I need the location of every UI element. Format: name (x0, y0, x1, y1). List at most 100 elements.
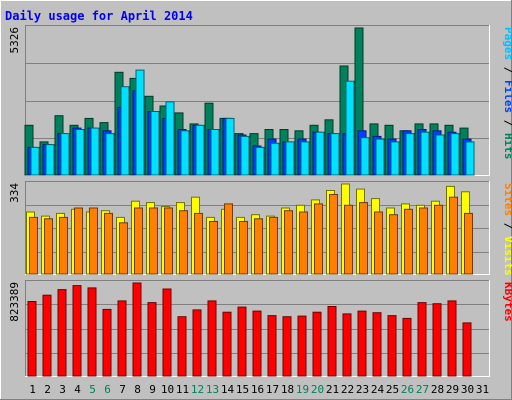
x-label-day-14: 14 (221, 383, 235, 396)
bar-kbytes-day-13 (207, 300, 217, 377)
x-label-day-7: 7 (119, 383, 126, 396)
side-legend-segment: Files (502, 80, 512, 113)
bar-sites-day-10 (164, 207, 173, 275)
side-legend-segment: Hits (502, 133, 512, 160)
side-legend-bottom: KBytes (502, 282, 512, 322)
bar-pages-day-29 (450, 133, 460, 176)
bar-pages-day-11 (180, 130, 190, 176)
x-label-day-22: 22 (341, 383, 354, 396)
x-label-day-26: 26 (401, 383, 414, 396)
bar-sites-day-16 (254, 218, 263, 275)
bar-kbytes-day-4 (72, 285, 82, 377)
bar-sites-day-27 (419, 207, 428, 275)
bar-kbytes-day-20 (312, 311, 322, 377)
bar-pages-day-18 (285, 141, 295, 176)
bar-kbytes-day-24 (372, 312, 382, 377)
bar-sites-day-19 (299, 211, 308, 275)
bar-sites-day-8 (134, 207, 143, 275)
bar-kbytes-day-29 (447, 300, 457, 377)
bar-sites-day-9 (149, 207, 158, 275)
bar-kbytes-day-8 (132, 282, 142, 377)
x-label-day-12: 12 (191, 383, 204, 396)
x-label-day-15: 15 (236, 383, 249, 396)
bar-kbytes-day-25 (387, 315, 397, 377)
bar-kbytes-day-5 (87, 287, 97, 377)
bar-pages-day-2 (45, 144, 55, 176)
bar-pages-day-22 (345, 80, 355, 176)
x-label-day-18: 18 (281, 383, 294, 396)
bar-kbytes-day-11 (177, 316, 187, 377)
x-label-day-9: 9 (149, 383, 156, 396)
x-label-day-19: 19 (296, 383, 309, 396)
bar-kbytes-day-18 (282, 316, 292, 377)
x-label-day-21: 21 (326, 383, 339, 396)
y-max-label: 823389 (8, 282, 21, 322)
side-legend-segment: Pages (502, 27, 512, 60)
bar-pages-day-19 (300, 141, 310, 176)
bar-pages-day-12 (195, 124, 205, 176)
chart-title: Daily usage for April 2014 (5, 9, 193, 23)
x-label-day-24: 24 (371, 383, 385, 396)
x-label-day-3: 3 (59, 383, 66, 396)
bar-pages-day-21 (330, 133, 340, 176)
x-axis-labels: 1 2 3 4 5 6 7 8 9 10 11 12 13 14 15 16 17 18 19 20 21 22 23 24 2… (29, 383, 489, 396)
bar-pages-day-14 (225, 117, 235, 176)
bar-kbytes-day-27 (417, 302, 427, 377)
bar-pages-day-20 (315, 131, 325, 176)
bar-kbytes-day-14 (222, 311, 232, 377)
panel-top: 5326 Pages / Files / Hits (8, 25, 512, 176)
bar-kbytes-day-22 (342, 313, 352, 377)
bar-kbytes-day-1 (27, 301, 37, 377)
bar-sites-day-6 (104, 212, 113, 275)
side-legend-segment: KBytes (502, 282, 512, 322)
bar-sites-day-26 (404, 208, 413, 275)
x-label-day-30: 30 (461, 383, 474, 396)
bar-pages-day-5 (90, 127, 100, 176)
bar-kbytes-day-10 (162, 288, 172, 377)
bar-pages-day-7 (120, 86, 130, 176)
bar-pages-day-23 (360, 137, 370, 176)
x-label-day-13: 13 (206, 383, 219, 396)
x-label-day-11: 11 (176, 383, 189, 396)
bar-pages-day-25 (390, 141, 400, 176)
bar-sites-day-2 (44, 218, 53, 275)
x-label-day-25: 25 (386, 383, 399, 396)
y-max-label: 5326 (8, 27, 21, 54)
x-label-day-5: 5 (89, 383, 96, 396)
bar-kbytes-day-15 (237, 306, 247, 377)
bar-kbytes-day-3 (57, 289, 67, 377)
bar-pages-day-3 (60, 133, 70, 176)
bar-pages-day-17 (270, 142, 280, 176)
x-label-day-31: 31 (476, 383, 489, 396)
bar-pages-day-30 (465, 141, 475, 176)
x-label-day-27: 27 (416, 383, 429, 396)
bar-pages-day-26 (405, 133, 415, 176)
x-label-day-4: 4 (74, 383, 81, 396)
bar-sites-day-21 (329, 194, 338, 275)
x-label-day-28: 28 (431, 383, 444, 396)
bar-sites-day-1 (29, 216, 38, 275)
bar-kbytes-day-9 (147, 302, 157, 377)
side-legend-top: Pages / Files / Hits (502, 27, 512, 160)
bar-sites-day-5 (89, 207, 98, 275)
x-label-day-8: 8 (134, 383, 141, 396)
panel-middle: 334 Sites / Visits (8, 181, 512, 276)
bar-kbytes-day-23 (357, 310, 367, 377)
bar-kbytes-day-30 (462, 322, 472, 377)
bar-sites-day-17 (269, 216, 278, 275)
x-label-day-16: 16 (251, 383, 264, 396)
side-legend-segment: / (502, 216, 512, 236)
side-legend-segment: / (502, 60, 512, 80)
bar-sites-day-7 (119, 222, 128, 275)
bar-sites-day-14 (224, 203, 233, 275)
bar-kbytes-day-17 (267, 315, 277, 377)
x-label-day-17: 17 (266, 383, 279, 396)
bar-sites-day-15 (239, 221, 248, 275)
bar-kbytes-day-2 (42, 294, 52, 377)
y-max-label: 334 (8, 183, 21, 203)
x-label-day-6: 6 (104, 383, 111, 396)
bar-kbytes-day-7 (117, 300, 127, 377)
bar-pages-day-15 (240, 135, 250, 176)
x-label-day-2: 2 (44, 383, 51, 396)
